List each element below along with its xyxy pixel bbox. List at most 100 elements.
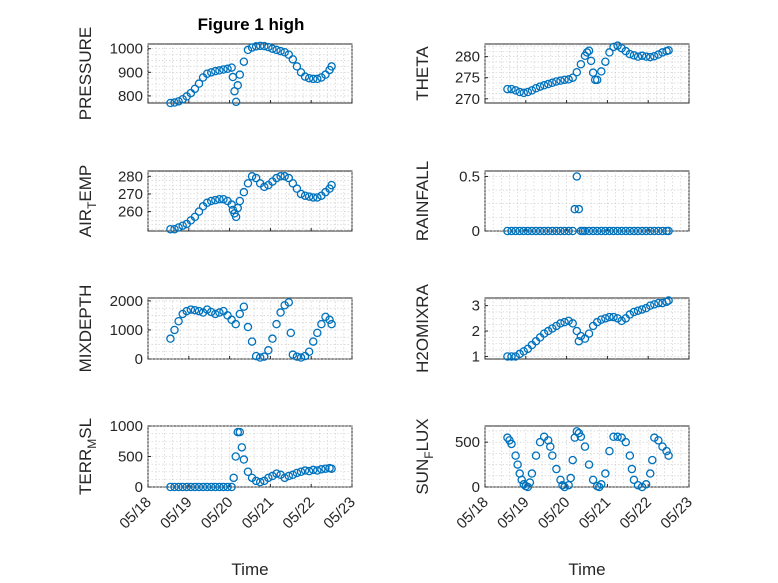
- ytick-label: 1000: [110, 418, 143, 435]
- axes-box: [484, 170, 690, 232]
- data-point: [300, 72, 310, 81]
- data-point: [206, 68, 216, 77]
- ylabel: TERRMSL: [76, 418, 99, 495]
- data-point: [272, 173, 281, 183]
- data-point: [535, 82, 545, 91]
- data-point: [568, 455, 577, 465]
- data-point: [617, 226, 626, 236]
- data-point: [227, 482, 236, 492]
- data-point: [317, 319, 326, 329]
- data-point: [215, 308, 224, 317]
- data-point: [539, 81, 549, 90]
- data-point: [255, 477, 265, 487]
- data-point: [627, 464, 637, 474]
- data-point: [605, 312, 614, 322]
- data-point: [170, 98, 179, 107]
- ytick-label: 275: [455, 70, 480, 87]
- ytick-label: 260: [118, 204, 143, 221]
- data-point: [198, 482, 208, 492]
- data-point: [313, 74, 322, 84]
- data-point: [190, 305, 200, 315]
- ylabel-part: AIR: [76, 209, 95, 237]
- data-point: [517, 475, 526, 485]
- data-point: [235, 309, 245, 319]
- data-point: [255, 41, 265, 51]
- data-point: [568, 226, 577, 236]
- data-point: [548, 226, 557, 236]
- data-point: [247, 43, 257, 52]
- data-point: [272, 469, 281, 478]
- data-point: [300, 466, 310, 475]
- data-point: [194, 306, 204, 316]
- data-point: [327, 62, 336, 71]
- data-point: [584, 329, 594, 338]
- data-point: [580, 226, 590, 236]
- data-point: [239, 455, 249, 464]
- data-point: [231, 212, 241, 222]
- data-point: [507, 439, 516, 449]
- data-point: [227, 63, 236, 72]
- data-point: [243, 179, 253, 188]
- data-point: [243, 45, 253, 55]
- data-point: [231, 97, 241, 107]
- data-point: [503, 226, 512, 236]
- data-point: [296, 189, 306, 199]
- data-point: [255, 353, 265, 362]
- data-point: [564, 75, 573, 84]
- data-point: [288, 55, 298, 64]
- data-point: [272, 319, 281, 329]
- data-point: [543, 226, 553, 236]
- data-point: [641, 52, 651, 61]
- data-point: [564, 226, 573, 236]
- ytick-label: 2: [472, 323, 480, 340]
- ylabel: SUNFLUX: [413, 418, 436, 494]
- ytick-label: 280: [118, 168, 143, 185]
- data-point: [215, 194, 224, 204]
- subplot-5: 0 1000 2000 MIXDEPTH: [76, 285, 353, 372]
- ytick-label: 0: [472, 223, 480, 240]
- data-point: [584, 460, 594, 469]
- data-point: [664, 226, 673, 236]
- ytick-label: 3: [472, 298, 480, 315]
- data-point: [637, 51, 647, 61]
- data-point: [664, 451, 673, 460]
- data-point: [166, 224, 175, 234]
- data-point: [586, 56, 596, 66]
- subplot-1: 800 900 1000 PRESSURE: [76, 27, 353, 120]
- data-point: [215, 482, 224, 492]
- data-point: [637, 226, 647, 236]
- data-point: [572, 427, 582, 436]
- data-point: [572, 172, 582, 181]
- data-point: [327, 180, 336, 190]
- data-point: [556, 475, 565, 485]
- data-point: [621, 226, 631, 236]
- data-point: [633, 480, 643, 490]
- data-point: [170, 325, 179, 335]
- data-point: [552, 464, 561, 474]
- data-point: [264, 42, 273, 52]
- data-point: [251, 476, 261, 486]
- data-point: [531, 84, 541, 93]
- ytick-label: 0: [472, 479, 480, 496]
- data-point: [219, 194, 228, 204]
- data-point: [190, 482, 200, 492]
- data-point: [568, 319, 577, 328]
- data-point: [560, 226, 569, 236]
- data-point: [235, 427, 245, 437]
- data-point: [523, 87, 533, 97]
- data-point: [186, 305, 196, 314]
- xtick-label: 05/22: [279, 494, 318, 533]
- ytick-label: 800: [118, 88, 143, 105]
- data-point: [296, 353, 306, 362]
- data-point: [292, 468, 302, 478]
- data-point: [288, 470, 298, 480]
- data-point: [592, 75, 602, 85]
- xtick-label: 05/18: [453, 494, 492, 533]
- data-point: [560, 317, 569, 327]
- data-point: [584, 46, 594, 55]
- data-point: [629, 226, 639, 236]
- data-point: [662, 446, 671, 456]
- data-point: [223, 482, 232, 492]
- xtick-label: 05/22: [616, 494, 655, 533]
